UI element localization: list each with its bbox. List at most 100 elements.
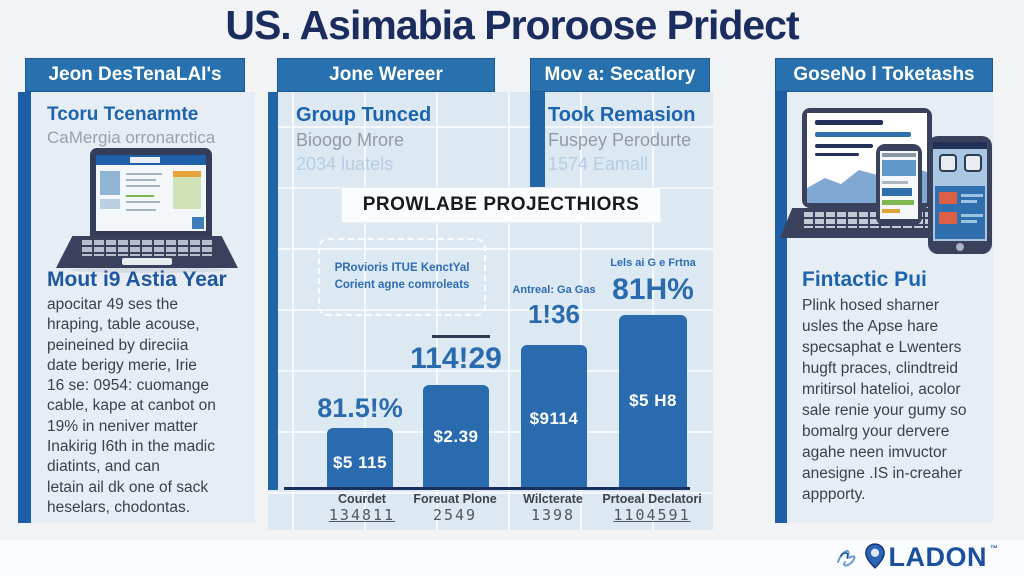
scribble-icon (836, 549, 855, 567)
column-1-body-text: apocitar 49 ses the hraping, table acous… (47, 295, 216, 518)
app-icon (938, 154, 957, 172)
body-line: 16 se: 0954: cuomange (47, 377, 210, 395)
column-3-heading: Took Remasion (548, 104, 696, 126)
column-2-subheading-2: 2034 luatels (296, 154, 394, 174)
phone-screen (880, 151, 918, 219)
tablet-orange-tile (939, 192, 957, 204)
column-1-accent-stripe (18, 92, 31, 523)
column-4-heading: Fintactic Pui (802, 268, 927, 291)
column-2-accent-stripe (268, 92, 278, 490)
phone-green-line (882, 200, 914, 205)
laptop-touchpad (122, 258, 172, 265)
logo-trademark: ™ (990, 544, 998, 553)
column-2-heading: Group Tunced (296, 104, 432, 126)
body-line: date berigy merie, Irie (47, 356, 197, 374)
webpage-icon-block (192, 217, 204, 229)
axis-label-1: Courdet (338, 492, 386, 506)
logo-text: LADON (888, 542, 987, 572)
webpage-text-line (126, 173, 162, 175)
bar-2-tick-dash (432, 335, 490, 338)
column-header-1: Jeon DesTenaLAI's (25, 58, 245, 92)
device-phone (876, 144, 922, 226)
bar-3-caption: Antreal: Ga Gas (512, 284, 596, 296)
body-line: hugft praces, clindtreid (802, 360, 958, 377)
bar-2-pct-label: 114!29 (410, 342, 502, 375)
column-header-3: Mov a: Secatlory (530, 58, 710, 92)
body-line: diatints, and can (47, 458, 160, 476)
phone-header-bar (882, 153, 916, 157)
column-3-accent-stripe (530, 92, 545, 190)
laptop-shadow (70, 267, 226, 273)
tablet-header-bar (933, 142, 987, 149)
column-header-4: GoseNo l Toketashs (775, 58, 993, 92)
axis-value-4: 1104591 (613, 506, 691, 524)
axis-label-4: Prtoeal Declatori (602, 492, 702, 506)
chart-title-banner: PROWLABE PROJECTHIORS (342, 188, 660, 222)
body-line: 19% in neniver matter (47, 417, 198, 435)
bar-3-value: $9114 (529, 409, 579, 428)
tablet-orange-tile (939, 212, 957, 224)
webpage-ad-block (173, 171, 201, 209)
body-line: letain ail dk one of sack (47, 478, 209, 496)
bar-1-value: $5 115 (332, 453, 388, 472)
annotation-line-2: Corient agne comroleats (334, 279, 470, 291)
body-line: Inakirig I6th in the madic (47, 438, 216, 456)
column-2-info: Group Tunced Bioogo Mrore 2034 luatels (296, 104, 431, 175)
bar-4-value: $5 H8 (629, 391, 677, 410)
webpage-header-segment (130, 157, 160, 163)
bar-2-value: $2.39 (433, 427, 479, 446)
phone-blue-block (882, 160, 916, 176)
bar-4: $5 H8 (619, 315, 687, 487)
annotation-line-1: PRovioris ITUE KenctYal (334, 262, 470, 274)
tablet-home-button (956, 243, 964, 251)
tablet-screen (933, 142, 987, 241)
bar-4-caption: Lels ai G e Frtna (610, 257, 696, 269)
tablet-content-panel (935, 186, 985, 239)
body-line: bomalrg your dervere (802, 423, 950, 440)
body-line: usles the Apse hare (802, 318, 939, 335)
tablet-text-line (961, 220, 977, 223)
tablet-text-line (961, 200, 977, 203)
body-line: hraping, table acouse, (47, 316, 200, 334)
column-3-subheading-2: 1574 Eamall (548, 154, 649, 174)
chart-panel: Group Tunced Bioogo Mrore 2034 luatels T… (268, 92, 713, 530)
webpage-text-line (126, 209, 156, 211)
body-line: cable, kape at canbot on (47, 397, 216, 415)
bottom-strip: LADON ™ (0, 540, 1024, 576)
body-line: anesigne .IS in-creaher (802, 465, 963, 482)
phone-button-block (882, 188, 912, 196)
chart-baseline (284, 487, 690, 490)
devices-illustration (780, 100, 992, 258)
phone-text-line (882, 181, 908, 184)
column-4-body-text: Plink hosed sharner usles the Apse hare … (802, 295, 967, 505)
column-2-subheading: Bioogo Mrore (296, 130, 405, 150)
bar-1: $5 115 (327, 428, 393, 487)
axis-label-2: Foreuat Plone (413, 492, 497, 506)
page-text-line-blue (815, 132, 911, 137)
tablet-text-line (961, 194, 983, 197)
axis-value-3: 1398 (530, 506, 576, 524)
bar-3: $9114 (521, 345, 587, 487)
device-tablet (928, 136, 992, 254)
page-text-line (815, 144, 873, 148)
axis-value-1: 134811 (328, 506, 396, 524)
map-pin-icon (864, 543, 885, 569)
column-1-heading: Tcoru Tcenarmte (47, 104, 199, 125)
body-line: heselars, chodontas. (47, 498, 191, 516)
webpage-green-line (126, 195, 154, 197)
body-line: sale renie your gumy so (802, 402, 967, 419)
webpage-text-line (126, 185, 160, 187)
laptop-keyboard (82, 240, 214, 256)
page-title: US. Asimabia Proroose Pridect (225, 2, 799, 48)
body-line: specsaphat e Lwenters (802, 339, 962, 356)
column-1-card: Tcoru Tcenarmte CaMergia orronarctica (18, 92, 255, 523)
body-line: peineined by direciia (47, 336, 189, 354)
tablet-text-line (961, 214, 983, 217)
brand-logo: LADON ™ (833, 542, 998, 572)
column-3-subheading: Fuspey Perodurte (548, 130, 692, 150)
bar-3-pct-label: 1!36 (527, 299, 581, 329)
column-1-section-heading: Mout i9 Astia Year (47, 268, 227, 291)
chart-annotation-box: PRovioris ITUE KenctYal Corient agne com… (318, 238, 486, 316)
body-line: apocitar 49 ses the (47, 296, 178, 313)
